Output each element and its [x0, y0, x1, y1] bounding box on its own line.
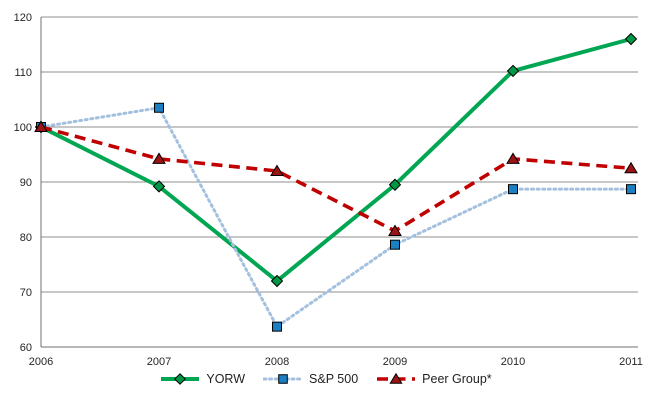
x-tick-label: 2011 [619, 356, 643, 368]
legend-label-s-p-500: S&P 500 [309, 372, 359, 386]
marker-triangle [506, 152, 520, 164]
x-tick-label: 2009 [383, 356, 407, 368]
chart-legend: YORW S&P 500 Peer Group* [0, 372, 652, 386]
marker-triangle [270, 164, 284, 176]
marker-diamond [624, 32, 638, 46]
legend-swatch-yorw [161, 373, 200, 385]
y-tick-label: 100 [14, 122, 32, 134]
legend-swatch-s-p-500 [263, 374, 304, 384]
series-line-s-p-500 [39, 106, 633, 329]
x-tick-label: 2008 [265, 356, 289, 368]
marker-square [272, 321, 282, 332]
marker-diamond [388, 178, 402, 191]
y-tick-label: 60 [20, 342, 32, 354]
plot-area: 60 70 80 90 100 110 120 2006 2007 2008 2009 2010 201… [14, 12, 643, 368]
series-line-peer-group- [40, 125, 632, 234]
marker-triangle [388, 224, 402, 236]
marker-triangle [152, 152, 166, 164]
marker-diamond [174, 373, 187, 385]
legend-item-s-p-500: S&P 500 [263, 372, 358, 386]
series-line-yorw [40, 37, 632, 284]
marker-diamond [506, 64, 520, 78]
marker-triangle [624, 161, 638, 174]
x-tick-label: 2006 [29, 356, 53, 368]
marker-triangle [34, 120, 48, 132]
y-tick-label: 90 [20, 177, 32, 189]
marker-square [626, 184, 636, 195]
legend-label-yorw: YORW [206, 372, 246, 386]
marker-diamond [152, 180, 166, 193]
marker-diamond [270, 274, 284, 288]
x-tick-label: 2007 [147, 356, 171, 368]
marker-square [154, 102, 164, 113]
legend-swatch-peer-group [377, 372, 416, 384]
y-tick-label: 110 [14, 67, 32, 79]
y-tick-label: 120 [14, 12, 32, 24]
legend-label-peer-group: Peer Group* [422, 372, 492, 386]
marker-square [278, 374, 288, 384]
marker-square [508, 184, 518, 195]
legend-item-peer-group: Peer Group* [376, 372, 492, 386]
y-tick-label: 80 [20, 232, 32, 244]
y-tick-label: 70 [20, 287, 32, 299]
marker-triangle [389, 372, 403, 384]
x-tick-label: 2010 [501, 356, 525, 368]
legend-item-yorw: YORW [160, 372, 245, 386]
marker-square [390, 239, 400, 250]
